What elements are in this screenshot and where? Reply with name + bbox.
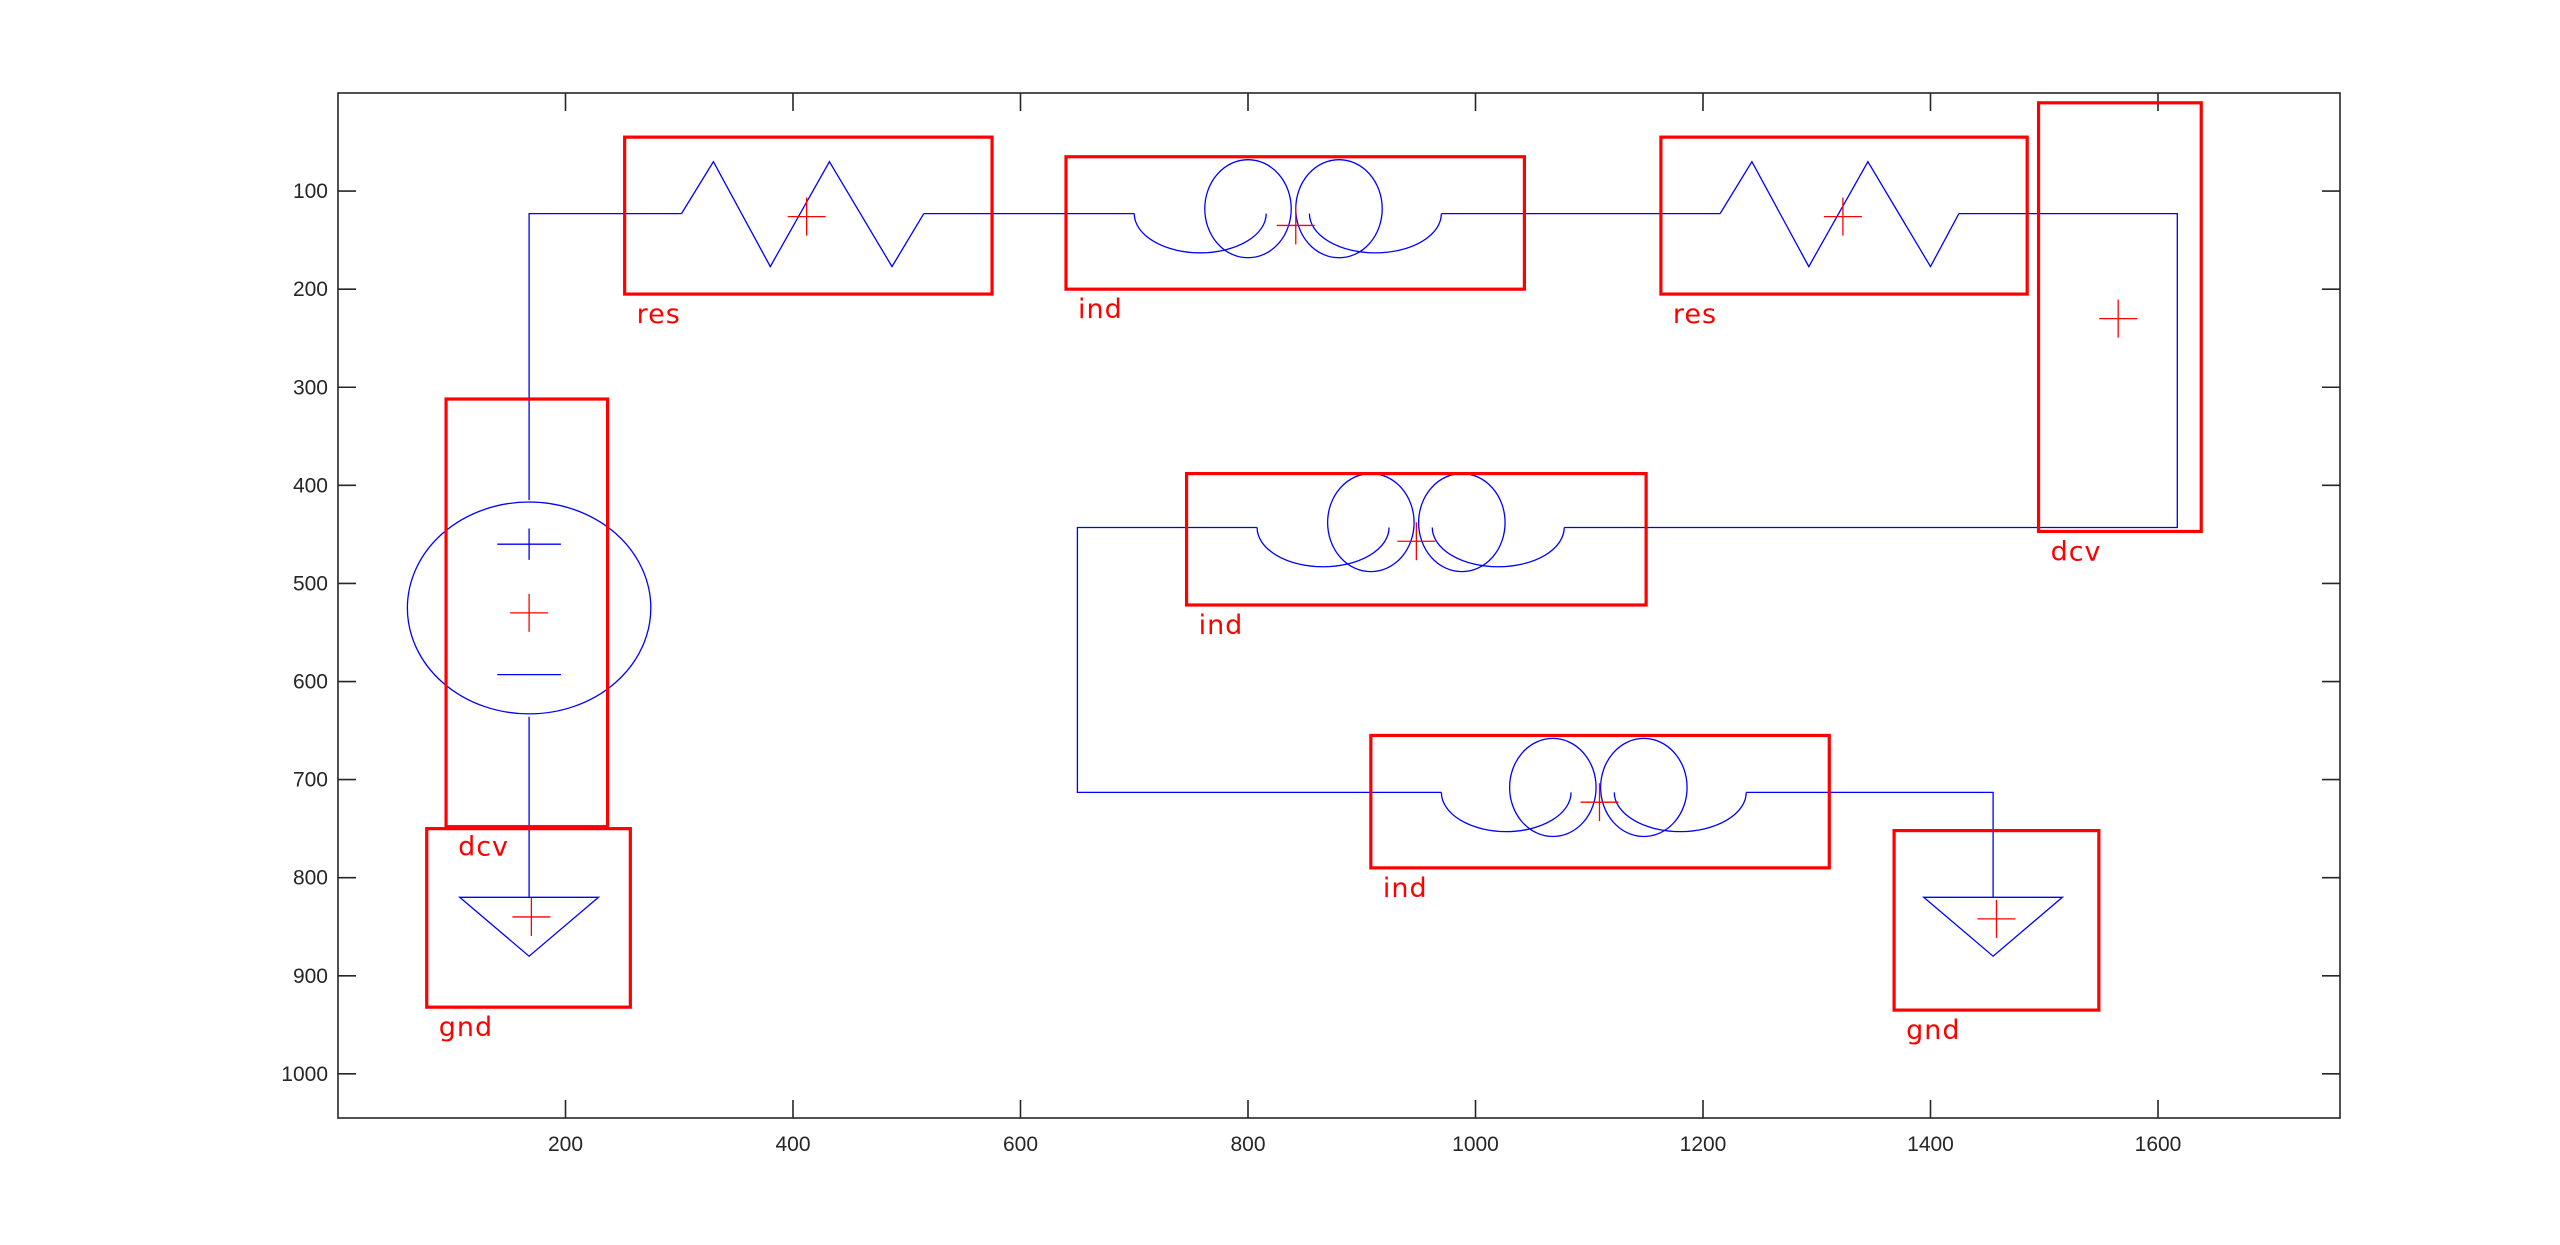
wire [1746,791,1994,898]
y-tick-label: 400 [293,474,328,497]
resistor-symbol [680,160,925,268]
y-tick-label: 800 [293,867,328,890]
x-tick-label: 200 [548,1133,583,1156]
resistor-symbol [1719,160,1960,268]
x-tick-label: 1200 [1680,1133,1727,1156]
res-bounding-box [1659,135,2029,296]
inductor-coil-right [1613,792,1747,832]
dcv-label: dcv [458,832,509,863]
x-tick-label: 600 [1003,1133,1038,1156]
wire [1076,526,1442,794]
ground-symbol [457,896,601,958]
y-tick-label: 1000 [281,1063,328,1086]
y-tick-label: 500 [293,572,328,595]
ind-label: ind [1078,294,1123,325]
dcv-bounding-box [2036,101,2203,534]
inductor-coil-left [1440,792,1572,832]
inductor-loop [1295,159,1383,259]
x-tick-label: 1000 [1452,1133,1499,1156]
inductor-coil-right [1431,527,1565,567]
inductor-loop [1417,472,1506,573]
detection-overlay: res ind res dcv dcv ind ind gnd gnd [425,101,2203,1046]
res-bounding-box [623,135,994,296]
x-tick-label: 800 [1230,1133,1265,1156]
x-tick-label: 400 [775,1133,810,1156]
plot-frame [337,92,2341,1119]
wire [528,212,682,501]
gnd-bounding-box [425,827,632,1009]
inductor-coil-left [1133,213,1267,254]
ground-symbol [1921,896,2065,958]
ind-label: ind [1383,873,1428,904]
inductor-loop [1326,472,1415,573]
ind-bounding-box [1184,471,1648,607]
x-tick-label: 1400 [1907,1133,1954,1156]
ind-bounding-box [1064,155,1527,291]
y-tick-label: 200 [293,278,328,301]
y-tick-label: 700 [293,769,328,792]
inductor-coil-right [1308,213,1443,254]
gnd-label: gnd [439,1012,493,1043]
inductor-loop [1204,159,1292,259]
x-tick-label: 1600 [2135,1133,2182,1156]
res-label: res [1673,299,1717,330]
circuit-schematic [406,159,2178,958]
inductor-loop [1508,737,1597,838]
y-tick-label: 600 [293,671,328,694]
wire [1564,212,2178,529]
y-tick-label: 900 [293,965,328,988]
dcv-label: dcv [2051,536,2102,567]
dcv-bounding-box [444,397,610,829]
dc-source-circle [406,501,652,715]
gnd-bounding-box [1892,829,2101,1012]
inductor-coil-left [1256,527,1390,568]
y-tick-label: 300 [293,376,328,399]
inductor-loop [1599,737,1688,838]
axes: 200 400 600 800 1000 1200 1400 1600 100 200 300 400… [281,92,2341,1156]
ind-bounding-box [1369,733,1831,870]
y-tick-label: 100 [293,180,328,203]
gnd-label: gnd [1906,1015,1960,1046]
ind-label: ind [1199,610,1244,641]
res-label: res [637,299,681,330]
